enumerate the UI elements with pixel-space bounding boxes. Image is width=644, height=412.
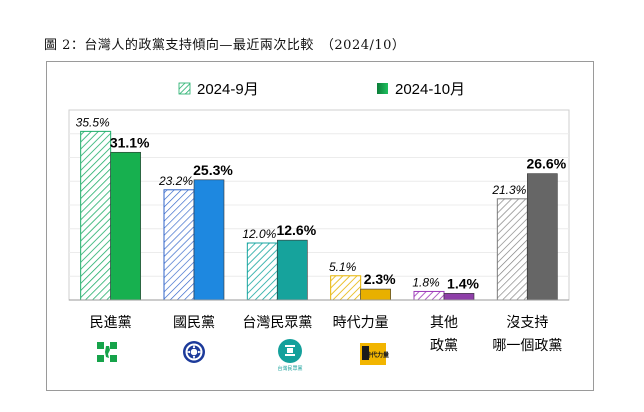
svg-text:台灣民眾黨: 台灣民眾黨 [277, 365, 302, 372]
npp-logo-icon: 時代力量 [360, 343, 389, 365]
tpp-logo-icon: 台灣民眾黨 [277, 339, 303, 372]
bar-prev [163, 189, 195, 301]
dpp-logo-icon [97, 342, 117, 362]
kmt-logo-icon [183, 341, 205, 363]
value-label-cur: 12.6% [276, 222, 316, 238]
bar-prev [330, 275, 362, 301]
bar-chart: 2024-9月 2024-10月 35.5%31.1% 23.2%25.3% 12.… [68, 81, 570, 372]
value-label-prev: 21.3% [491, 183, 526, 197]
page-title: 圖 2：台灣人的政黨支持傾向—最近兩次比較 （2024/10） [44, 38, 406, 53]
legend: 2024-9月 2024-10月 [178, 81, 465, 98]
bar-cur [110, 151, 141, 301]
category-label: 民進黨 [90, 315, 132, 331]
value-label-cur: 25.3% [193, 162, 233, 178]
bar-cur [360, 288, 391, 301]
value-label-cur: 26.6% [526, 156, 566, 172]
bar-prev [80, 130, 112, 301]
value-label-cur: 31.1% [110, 134, 150, 150]
category-label: 沒支持 [506, 314, 548, 331]
category-label: 哪一個政黨 [492, 338, 562, 354]
category-label: 台灣民眾黨 [242, 315, 312, 331]
value-label-prev: 23.2% [158, 174, 193, 188]
bar-cur [277, 239, 308, 301]
bar-prev [413, 290, 445, 301]
bar-prev [246, 242, 278, 301]
svg-text:時代力量: 時代力量 [365, 351, 389, 359]
value-label-prev: 35.5% [76, 115, 110, 129]
category-label: 政黨 [430, 338, 458, 354]
category-label: 國民黨 [173, 315, 215, 331]
value-label-cur: 1.4% [447, 275, 479, 291]
value-labels: 35.5%31.1% 23.2%25.3% 12.0% 12.6% 5.1% 2.3% 1.… [76, 115, 567, 291]
value-label-prev: 1.8% [412, 275, 440, 289]
bars [80, 130, 558, 301]
gridlines [69, 133, 569, 277]
legend-swatch-cur [377, 83, 388, 94]
bar-cur [193, 179, 225, 301]
value-label-prev: 12.0% [242, 227, 276, 241]
value-label-cur: 2.3% [364, 271, 396, 287]
legend-swatch-prev [178, 82, 191, 95]
bar-cur [443, 293, 475, 301]
bar-cur [527, 173, 558, 301]
legend-label-prev: 2024-9月 [197, 81, 259, 98]
value-label-prev: 5.1% [329, 260, 357, 274]
category-label: 其他 [430, 315, 458, 331]
chart-frame: 2024-9月 2024-10月 35.5% 31.1% 23.2% 25.3% 12.… [46, 61, 594, 391]
legend-label-cur: 2024-10月 [395, 81, 465, 98]
bar-prev [496, 198, 528, 301]
category-label: 時代力量 [333, 315, 389, 331]
